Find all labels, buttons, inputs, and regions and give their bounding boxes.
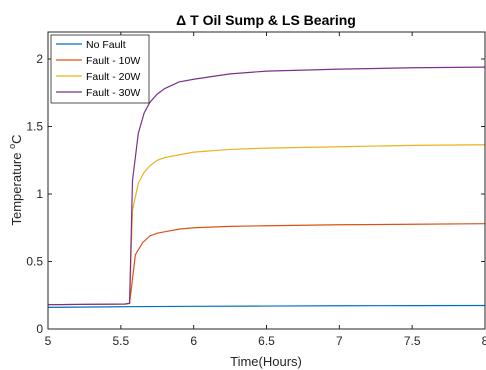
y-tick-label: 0.5 [26, 255, 43, 269]
chart-title: Δ T Oil Sump & LS Bearing [176, 12, 356, 28]
y-tick-label: 1.5 [26, 120, 43, 134]
y-axis-label-unit: C [9, 135, 24, 144]
x-tick-label: 6.5 [258, 334, 275, 348]
y-axis-label-degree: o [7, 144, 17, 149]
x-axis-label: Time(Hours) [230, 354, 302, 369]
y-tick-label: 2 [36, 52, 43, 66]
x-tick-label: 8 [482, 334, 486, 348]
y-axis-label: Temperature oC [7, 135, 24, 226]
x-tick-label: 7 [336, 334, 343, 348]
legend-label-3: Fault - 30W [86, 87, 140, 99]
y-tick-label: 1 [36, 187, 43, 201]
x-tick-label: 5.5 [112, 334, 129, 348]
legend-label-2: Fault - 20W [86, 71, 140, 83]
y-axis-ticks: 0 0.5 1 1.5 2 [26, 52, 485, 336]
y-axis-label-main: Temperature [9, 149, 24, 226]
x-axis-ticks: 5 5.5 6 6.5 7 7.5 8 [45, 32, 486, 348]
series-line-1 [47, 223, 486, 306]
series-layer [47, 66, 486, 308]
x-tick-label: 5 [45, 334, 52, 348]
y-tick-label: 0 [36, 322, 43, 336]
x-tick-label: 7.5 [404, 334, 421, 348]
legend: No Fault Fault - 10W Fault - 20W Fault - 30… [50, 34, 150, 104]
series-line-3 [47, 66, 486, 306]
legend-label-0: No Fault [86, 39, 126, 51]
x-tick-label: 6 [190, 334, 197, 348]
series-line-0 [47, 304, 486, 308]
legend-label-1: Fault - 10W [86, 55, 140, 67]
